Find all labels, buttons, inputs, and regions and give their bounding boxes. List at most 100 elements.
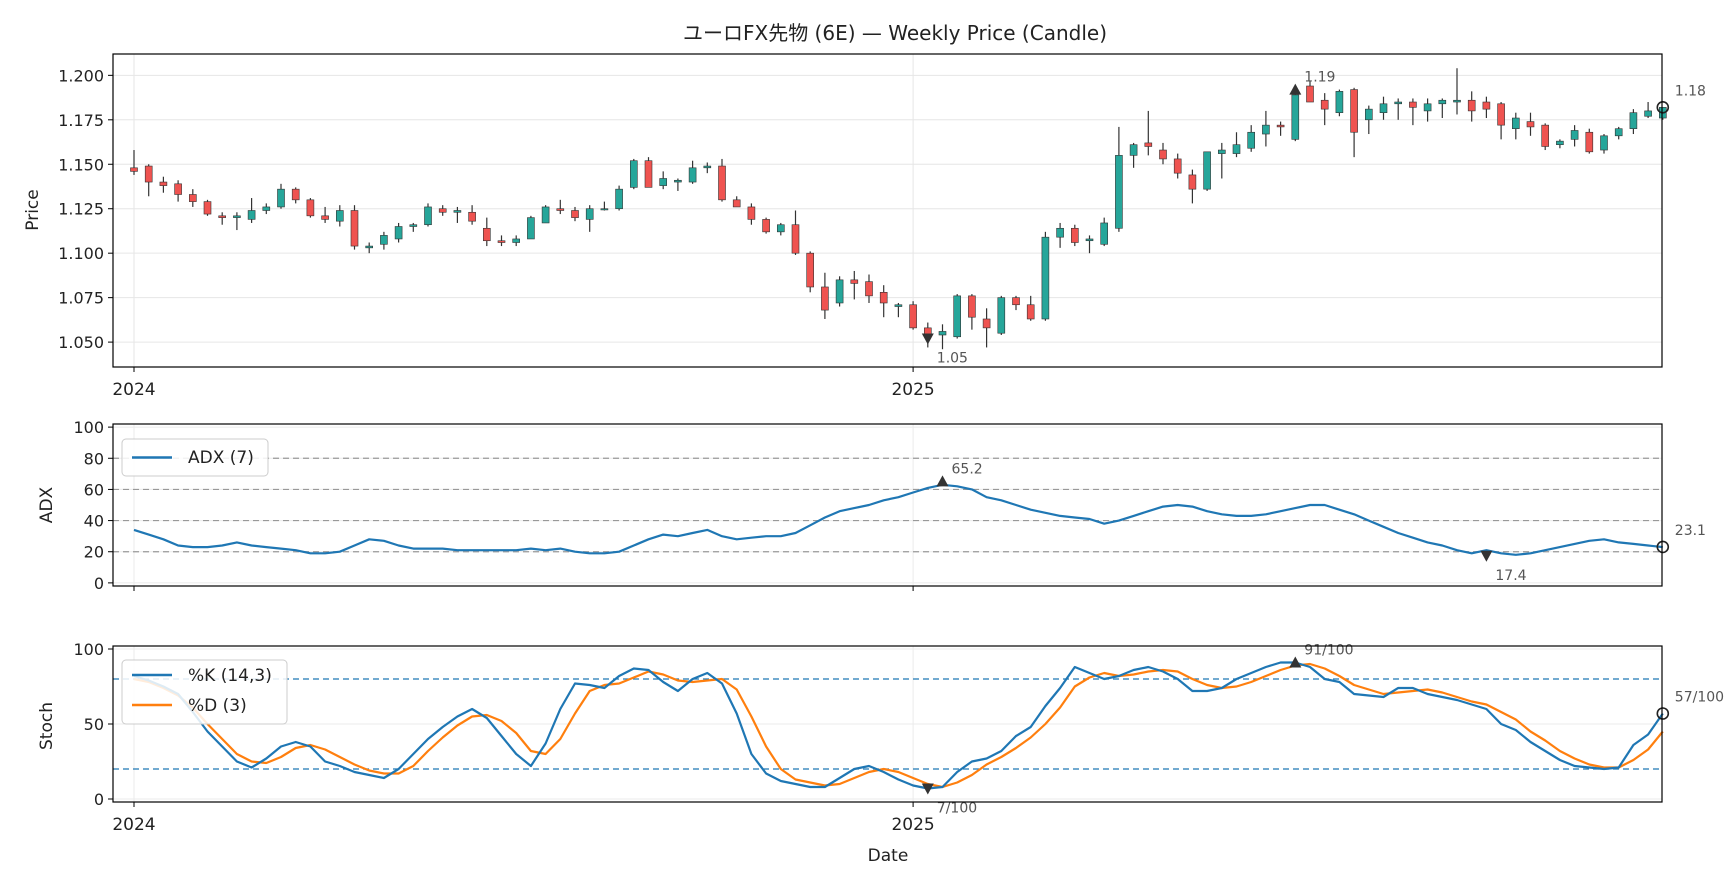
candle-body [968, 295, 976, 318]
max-marker [936, 475, 949, 487]
candle-body [1320, 99, 1329, 110]
candle-body [424, 206, 432, 226]
price-y-tick-label: 1.125 [58, 200, 104, 219]
stoch-legend-d-label: %D (3) [188, 696, 247, 716]
candle-body [350, 210, 359, 247]
candle-body [1497, 103, 1505, 126]
price-y-axis-label: Price [23, 189, 43, 230]
min-marker [921, 783, 934, 795]
adx-series [133, 483, 1663, 556]
stoch-legend-k-label: %K (14,3) [188, 666, 272, 686]
candle-body [821, 286, 829, 311]
candle-body [1423, 103, 1432, 112]
last-value-marker [1656, 707, 1670, 720]
last-value-marker [1656, 101, 1670, 114]
candle-body [1409, 101, 1417, 108]
candle-body [1232, 144, 1241, 154]
adx-y-tick-label: 60 [84, 480, 104, 499]
candle-body [1570, 130, 1579, 140]
candle-body [1350, 89, 1358, 133]
candle-body [144, 165, 153, 183]
candle-body [1467, 99, 1476, 112]
adx-x-ticks [133, 586, 914, 591]
price-y-ticks: 1.050 1.075 1.100 1.125 1.150 1.175 1.200 [58, 66, 113, 352]
candle-body [527, 217, 535, 240]
candle-body [394, 226, 403, 240]
candle-body [806, 252, 815, 288]
candle-body [453, 210, 462, 213]
price-annotations: 1.19 1.05 1.18 [921, 70, 1706, 367]
price-y-tick-label: 1.100 [58, 244, 104, 263]
candle-body [1041, 236, 1050, 320]
candle-body [703, 165, 712, 169]
stoch-y-tick-label: 100 [73, 640, 104, 659]
stoch-y-ticks: 0 50 100 [73, 640, 113, 809]
candle-body [1173, 158, 1182, 174]
adx-legend-label: ADX (7) [188, 448, 254, 468]
candle-body [497, 240, 506, 243]
candle-body [674, 179, 682, 183]
candle-body [585, 208, 594, 220]
candle-body [953, 295, 962, 338]
min-value-label: 7/100 [937, 801, 977, 817]
candle-body [1144, 142, 1153, 147]
max-marker [1289, 83, 1302, 95]
candle-body [306, 199, 315, 217]
adx-series-line-0 [133, 483, 1663, 556]
candle-body [1526, 121, 1535, 128]
candle-body [997, 297, 1006, 334]
candle-body [409, 224, 418, 227]
candle-body [438, 208, 447, 213]
candle-body [1556, 140, 1564, 145]
price-y-tick-label: 1.200 [58, 66, 104, 85]
adx-y-axis-label: ADX [37, 486, 57, 523]
candle-body [1056, 227, 1064, 238]
stoch-x-tick-label: 2025 [891, 815, 934, 835]
candle-body [262, 206, 271, 211]
stoch-y-tick-label: 50 [84, 715, 104, 734]
candle-body [894, 304, 903, 307]
candle-body [1291, 94, 1300, 140]
adx-y-tick-label: 20 [84, 543, 104, 562]
adx-y-ticks: 0 20 40 60 80 100 [73, 418, 113, 593]
price-x-ticks: 2024 2025 [112, 367, 935, 400]
candle-body [468, 211, 476, 222]
adx-y-tick-label: 100 [73, 418, 104, 437]
candle-body [1085, 238, 1094, 242]
candle-body [1129, 144, 1138, 156]
candle-body [1438, 99, 1447, 105]
stoch-legend: %K (14,3) %D (3) [121, 659, 288, 725]
price-x-tick-label: 2024 [112, 380, 155, 400]
candle-body [1071, 227, 1079, 243]
stoch-y-axis-label: Stoch [37, 702, 57, 750]
stoch-series-line-1 [133, 662, 1664, 789]
last-value-label: 57/100 [1675, 690, 1724, 706]
candle-body [1276, 124, 1285, 128]
candle-body [556, 208, 565, 211]
candle-body [1512, 117, 1520, 129]
candle-body [130, 167, 138, 172]
candle-body [644, 160, 653, 188]
candle-body [365, 245, 374, 249]
candle-body [541, 206, 550, 224]
candle-body [776, 224, 785, 233]
candle-body [1188, 174, 1197, 190]
candle-body [189, 194, 197, 202]
candle-body [1335, 91, 1344, 113]
candle-body [1644, 110, 1652, 117]
adx-y-tick-label: 80 [84, 449, 104, 468]
stoch-x-ticks: 2024 2025 [112, 802, 935, 835]
min-marker [1480, 550, 1493, 562]
min-value-label: 17.4 [1495, 568, 1526, 584]
candle-body [909, 304, 917, 329]
adx-panel: 65.2 17.4 23.1 0 20 40 60 80 100 ADX ADX (7) [37, 418, 1706, 593]
candle-body [1115, 155, 1123, 229]
price-candles [130, 68, 1667, 350]
candle-body [1203, 151, 1211, 190]
stoch-series [133, 661, 1664, 790]
candle-body [615, 188, 623, 210]
price-y-tick-label: 1.150 [58, 155, 104, 174]
price-plot-frame [112, 53, 1663, 368]
